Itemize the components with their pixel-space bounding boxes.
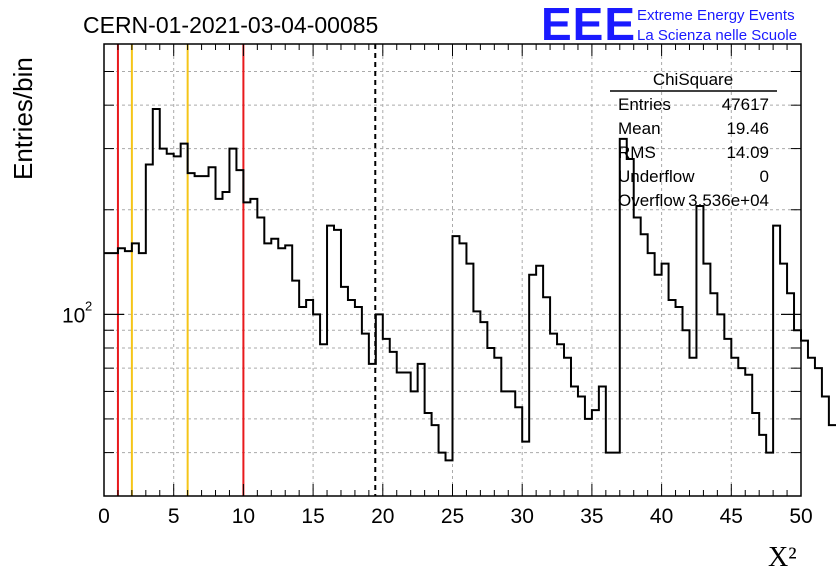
stats-title: ChiSquare [653,70,733,89]
y-tick-label-exponent: 2 [85,298,92,313]
y-tick-label: 10 [62,304,85,327]
x-tick-label: 30 [511,505,534,528]
x-tick-label: 5 [168,505,180,528]
x-tick-label: 40 [650,505,673,528]
run-title: CERN-01-2021-03-04-00085 [83,12,378,38]
x-tick-label: 0 [98,505,110,528]
eee-logo: EEE [541,0,636,50]
stats-label: Overflow [618,191,686,210]
x-tick-label: 45 [720,505,743,528]
y-axis-label: Entries/bin [8,57,38,180]
brand-line1: Extreme Energy Events [637,7,795,24]
stats-box: ChiSquare Entries 47617 Mean 19.46 RMS 14.09 U… [610,70,777,210]
stats-value: 19.46 [726,119,769,138]
stats-value: 47617 [722,95,769,114]
x-tick-label: 15 [301,505,324,528]
stats-label: Underflow [618,167,695,186]
stats-value: 0 [760,167,769,186]
brand-line2: La Scienza nelle Scuole [637,27,797,44]
stats-label: Mean [618,119,661,138]
stats-label: RMS [618,143,656,162]
x-tick-label: 20 [371,505,394,528]
stats-value: 14.09 [726,143,769,162]
histogram [104,108,836,462]
stats-value: 3.536e+04 [688,191,769,210]
x-axis-label: X² [768,542,797,572]
stats-label: Entries [618,95,671,114]
x-tick-label: 50 [789,505,812,528]
x-tick-label: 10 [232,505,255,528]
x-tick-label: 25 [441,505,464,528]
histogram-line [104,108,836,462]
x-tick-label: 35 [580,505,603,528]
marker-lines [116,44,377,496]
